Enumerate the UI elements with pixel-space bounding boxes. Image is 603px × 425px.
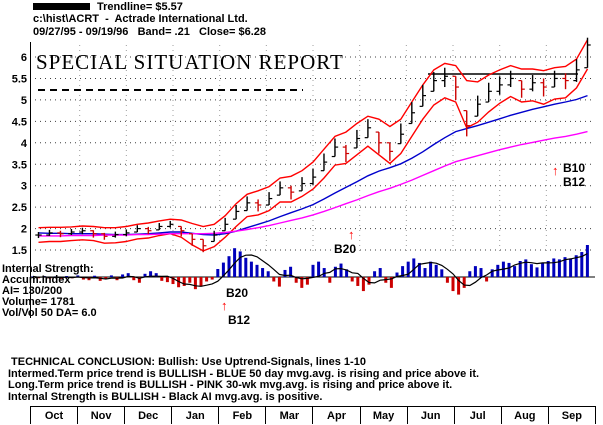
price-bars (35, 37, 591, 253)
svg-text:6: 6 (21, 52, 27, 64)
month-label: May (359, 407, 407, 424)
signal-label-b20-oscillator: B20 (226, 286, 249, 300)
conclusion-line: TECHNICAL CONCLUSION: Bullish: Use Uptre… (8, 356, 366, 368)
lower_trading_band (38, 68, 589, 252)
signal-label-b12-oscillator: B12 (228, 313, 251, 327)
month-label: Oct (30, 407, 77, 424)
month-label: Jan (171, 407, 218, 424)
file-path-and-company: c:\hist\ACRT - Actrade International Ltd… (33, 13, 248, 25)
conclusion-line: Long.Term price trend is BULLISH - PINK … (8, 379, 453, 391)
x-axis-months: Oct Nov Dec Jan Feb Mar Apr May Jun Jul Aug Sep (30, 406, 596, 424)
svg-text:1.5: 1.5 (12, 245, 27, 257)
report-title: SPECIAL SITUATION REPORT (36, 50, 344, 74)
upper_trading_band (38, 39, 589, 229)
panel-line: Internal Strength: (2, 263, 94, 275)
signal-label-b10-right: B10 (563, 161, 586, 175)
signal-label-b12-right: B12 (563, 175, 586, 189)
month-label: Nov (77, 407, 124, 424)
panel-line: Vol/Vol 50 DA= 6.0 (2, 307, 97, 319)
month-label: Aug (500, 407, 548, 424)
date-range-band-close: 09/27/95 - 09/19/96 Band= .21 Close= $6.… (33, 26, 266, 38)
month-label: Feb (218, 407, 265, 424)
month-label: Jun (406, 407, 454, 424)
internal-strength-histogram (31, 245, 589, 295)
ai-moving-average-line (32, 253, 588, 287)
month-label: Mar (265, 407, 312, 424)
svg-text:4.5: 4.5 (12, 116, 27, 128)
month-label: Apr (312, 407, 359, 424)
moving-average-lines (38, 39, 589, 252)
gridlines: 6 5.5 5 4.5 4 3.5 3 2.5 2 1.5 (12, 45, 595, 257)
conclusion-line: Internal Strength is BULLISH - Black AI … (8, 390, 323, 403)
svg-text:2: 2 (21, 224, 27, 236)
svg-text:5: 5 (21, 95, 27, 107)
panel-line: AI= 130/200 (2, 285, 63, 297)
up-arrow-icon: ↑ (221, 298, 228, 313)
internal-strength-panel: Internal Strength: Accum.Index AI= 130/200… (2, 264, 97, 319)
technical-conclusion: TECHNICAL CONCLUSION: Bullish: Use Uptre… (8, 356, 480, 403)
panel-line: Accum.Index (2, 274, 71, 286)
up-arrow-icon: ↑ (348, 227, 355, 242)
svg-text:3.5: 3.5 (12, 159, 27, 171)
svg-text:3: 3 (21, 181, 27, 193)
month-label: Sep (547, 407, 596, 424)
conclusion-line: Intermed.Term price trend is BULLISH - B… (8, 367, 480, 380)
trendline-value: Trendline= $5.57 (97, 1, 183, 13)
month-label: Jul (453, 407, 501, 424)
month-label: Dec (124, 407, 171, 424)
trendlines (38, 73, 578, 91)
ma_30week_pink (38, 130, 588, 237)
trendline-swatch (33, 3, 90, 10)
up-arrow-icon: ↑ (552, 163, 559, 178)
panel-line: Volume= 1781 (2, 296, 75, 308)
signal-label-b20-price: B20 (334, 242, 357, 256)
svg-text:4: 4 (21, 138, 28, 150)
svg-text:2.5: 2.5 (12, 202, 27, 214)
svg-text:5.5: 5.5 (12, 73, 27, 85)
